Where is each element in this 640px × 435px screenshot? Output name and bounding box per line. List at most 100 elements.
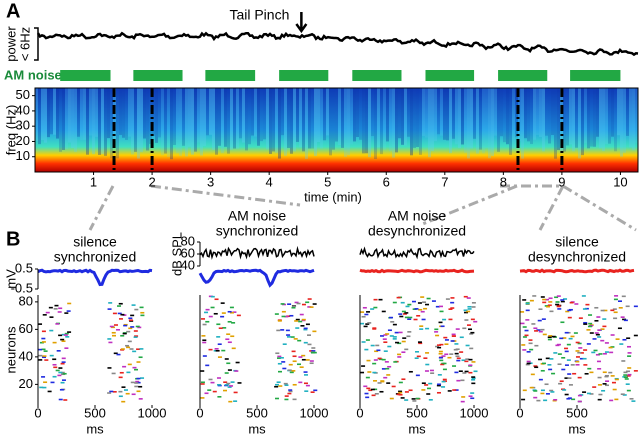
spike-texture xyxy=(407,331,412,333)
spike-texture xyxy=(140,311,145,314)
spike-texture xyxy=(109,325,114,328)
spike-texture xyxy=(309,306,314,308)
spike-texture xyxy=(107,338,112,340)
spike-texture xyxy=(587,325,592,328)
x-label: ms xyxy=(86,421,104,435)
spike-texture xyxy=(613,317,618,320)
spike-texture xyxy=(398,390,403,393)
spike-texture xyxy=(293,338,298,340)
spike-texture xyxy=(67,302,72,305)
spike-texture xyxy=(622,338,627,341)
spike-texture xyxy=(386,374,391,376)
spike-texture xyxy=(41,356,46,359)
spike-texture xyxy=(435,345,440,348)
spike-texture xyxy=(540,296,545,298)
spike-texture xyxy=(413,318,418,321)
spectrogram-texture xyxy=(104,88,107,156)
spike-texture xyxy=(274,313,279,315)
spike-texture xyxy=(556,304,561,307)
spike-texture xyxy=(448,308,453,310)
spike-texture xyxy=(564,347,569,350)
spike-texture xyxy=(309,360,314,362)
spike-texture xyxy=(435,305,440,308)
spike-texture xyxy=(225,338,230,341)
x-tick-label: 3 xyxy=(207,174,214,189)
spike-texture xyxy=(594,332,599,334)
spike-texture xyxy=(383,341,388,343)
subpanel-state: desynchronized xyxy=(528,249,626,265)
spike-texture xyxy=(282,367,287,370)
spike-texture xyxy=(229,311,234,314)
spike-texture xyxy=(609,399,614,402)
spike-texture xyxy=(115,328,120,331)
spike-texture xyxy=(602,371,607,374)
spike-texture xyxy=(372,327,377,329)
spectrogram-texture xyxy=(275,88,278,153)
spike-texture xyxy=(301,319,306,322)
spike-texture xyxy=(549,310,554,313)
spike-texture xyxy=(229,306,234,309)
spike-texture xyxy=(288,390,293,393)
spike-texture xyxy=(38,348,43,351)
spectrogram-texture xyxy=(524,88,527,139)
spike-texture xyxy=(285,329,290,332)
spike-texture xyxy=(57,374,62,377)
spike-texture xyxy=(425,363,430,366)
spike-texture xyxy=(139,306,144,309)
spike-texture xyxy=(536,399,541,402)
spectrogram-texture xyxy=(254,88,257,137)
spike-texture xyxy=(295,327,300,329)
spike-texture xyxy=(562,389,567,391)
spike-texture xyxy=(449,353,454,355)
spike-texture xyxy=(136,377,141,380)
spike-texture xyxy=(387,345,392,348)
spectrogram-texture xyxy=(296,88,299,142)
spectrogram-texture xyxy=(380,88,383,155)
spike-texture xyxy=(202,341,207,344)
spectrogram-texture xyxy=(557,88,560,151)
spike-texture xyxy=(614,398,619,401)
spike-texture xyxy=(592,386,597,388)
spike-texture xyxy=(276,357,281,359)
spike-texture xyxy=(563,298,568,300)
spike-texture xyxy=(387,329,392,332)
spectrogram-texture xyxy=(392,88,395,158)
spectrogram-texture xyxy=(329,88,332,156)
spectrogram-texture xyxy=(227,88,230,154)
spike-texture xyxy=(633,370,638,372)
spike-texture xyxy=(65,336,70,338)
spike-texture xyxy=(436,391,441,394)
spike-texture xyxy=(385,333,390,335)
spike-texture xyxy=(610,375,615,377)
spike-texture xyxy=(298,381,303,384)
vm-trace xyxy=(519,268,635,274)
spike-texture xyxy=(226,333,231,336)
spike-texture xyxy=(276,329,281,332)
spike-texture xyxy=(374,350,379,353)
spike-texture xyxy=(464,311,469,314)
spike-texture xyxy=(575,341,580,344)
spike-texture xyxy=(399,315,404,318)
spectrogram-texture xyxy=(251,88,254,136)
spike-texture xyxy=(450,307,455,309)
spike-texture xyxy=(612,308,617,310)
sound-trace xyxy=(359,246,475,260)
spectrogram-texture xyxy=(575,88,578,148)
spike-texture xyxy=(470,392,475,394)
spectrogram-texture xyxy=(248,88,251,145)
spike-texture xyxy=(38,359,43,361)
y-tick-label: 40 xyxy=(181,257,195,272)
spike-texture xyxy=(130,381,135,384)
spectrogram-texture xyxy=(209,88,212,135)
spectrogram-texture xyxy=(509,88,512,155)
spike-texture xyxy=(224,384,229,386)
spectrogram-texture xyxy=(278,88,281,159)
spike-texture xyxy=(452,365,457,367)
spectrogram-texture xyxy=(119,88,122,135)
spike-texture xyxy=(366,359,371,362)
spike-texture xyxy=(133,336,138,338)
y-tick-label: 80 xyxy=(181,233,195,248)
spectrogram-texture xyxy=(383,88,386,150)
spectrogram-texture xyxy=(44,88,47,143)
spectrogram-texture xyxy=(317,88,320,142)
